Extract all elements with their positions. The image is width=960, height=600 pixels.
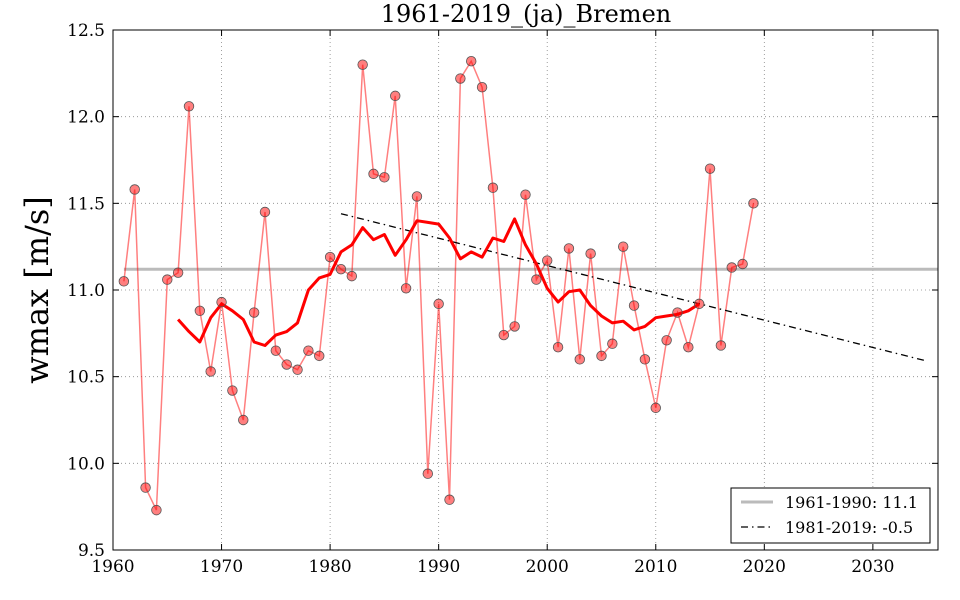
data-point bbox=[726, 262, 737, 273]
data-point bbox=[151, 504, 162, 516]
data-point bbox=[607, 338, 618, 349]
data-point bbox=[379, 172, 390, 183]
data-point bbox=[368, 168, 379, 180]
series-layer bbox=[118, 56, 938, 516]
data-point bbox=[466, 56, 477, 67]
data-point bbox=[444, 494, 455, 505]
x-tick-label: 2020 bbox=[743, 557, 786, 577]
data-point bbox=[118, 276, 130, 287]
y-tick-label: 12.5 bbox=[67, 21, 105, 41]
data-point bbox=[238, 414, 249, 426]
data-point bbox=[324, 251, 336, 263]
data-point bbox=[748, 198, 759, 209]
data-point bbox=[542, 255, 553, 266]
data-point bbox=[335, 264, 347, 275]
data-point bbox=[531, 274, 542, 285]
data-point bbox=[129, 184, 140, 195]
data-point bbox=[248, 307, 260, 318]
moving-average-line bbox=[176, 217, 701, 347]
data-point bbox=[422, 468, 434, 479]
y-tick-label: 10.0 bbox=[67, 454, 105, 474]
data-point bbox=[411, 191, 423, 202]
data-point bbox=[683, 342, 694, 353]
data-point bbox=[172, 267, 184, 278]
y-tick-label: 11.0 bbox=[67, 281, 105, 301]
x-tick-label: 1970 bbox=[200, 557, 243, 577]
data-point bbox=[520, 189, 531, 200]
data-point bbox=[346, 270, 358, 282]
data-point bbox=[227, 385, 238, 396]
x-tick-label: 2010 bbox=[634, 557, 677, 577]
data-point bbox=[259, 206, 271, 218]
x-tick-label: 2000 bbox=[526, 557, 569, 577]
x-tick-label: 1990 bbox=[417, 557, 460, 577]
data-point bbox=[737, 258, 748, 270]
data-point bbox=[194, 305, 206, 317]
data-point bbox=[650, 402, 661, 414]
y-axis-label: wmax [m/s] bbox=[18, 196, 56, 384]
data-point bbox=[292, 364, 303, 375]
data-point bbox=[552, 342, 564, 353]
y-tick-label: 12.0 bbox=[67, 108, 105, 128]
data-point bbox=[357, 59, 368, 70]
data-point bbox=[205, 366, 216, 377]
data-point bbox=[487, 182, 499, 193]
data-point bbox=[216, 296, 227, 308]
data-point bbox=[672, 307, 683, 318]
data-point bbox=[704, 163, 716, 174]
data-point bbox=[400, 283, 412, 294]
data-point bbox=[390, 90, 401, 102]
x-tick-label: 1980 bbox=[308, 557, 351, 577]
data-point bbox=[563, 243, 575, 254]
data-point bbox=[617, 241, 629, 252]
data-point bbox=[715, 340, 727, 351]
y-tick-label: 9.5 bbox=[78, 541, 105, 561]
data-point bbox=[162, 274, 173, 285]
data-point bbox=[639, 354, 651, 365]
data-point bbox=[140, 482, 151, 493]
trend-line bbox=[340, 213, 928, 362]
data-point bbox=[281, 359, 292, 370]
data-point bbox=[314, 350, 325, 362]
legend: 1961-1990: 11.1 1981-2019: -0.5 bbox=[730, 487, 931, 544]
data-point bbox=[585, 248, 596, 259]
data-point bbox=[498, 329, 509, 341]
data-point bbox=[303, 345, 314, 356]
data-point bbox=[433, 298, 444, 310]
data-point bbox=[661, 335, 672, 346]
data-point bbox=[270, 345, 282, 356]
legend-box bbox=[730, 487, 931, 544]
data-point bbox=[596, 350, 607, 362]
data-point bbox=[476, 81, 488, 93]
legend-label-trend: 1981-2019: -0.5 bbox=[785, 518, 913, 537]
chart-title: 1961-2019_(ja)_Bremen bbox=[381, 0, 671, 28]
y-tick-label: 11.5 bbox=[67, 194, 105, 214]
data-point bbox=[628, 300, 640, 311]
data-point bbox=[574, 354, 585, 365]
legend-label-mean: 1961-1990: 11.1 bbox=[785, 493, 918, 512]
x-tick-label: 2030 bbox=[851, 557, 894, 577]
ticks-layer: 1960 1970 1980 1990 2000 2010 2020 2030 9.5 10.0 1… bbox=[67, 21, 938, 577]
data-point bbox=[455, 73, 466, 84]
data-point bbox=[183, 101, 195, 112]
data-point bbox=[509, 321, 520, 332]
y-tick-label: 10.5 bbox=[67, 368, 105, 388]
data-point bbox=[693, 298, 705, 310]
x-tick-label: 1960 bbox=[91, 557, 134, 577]
